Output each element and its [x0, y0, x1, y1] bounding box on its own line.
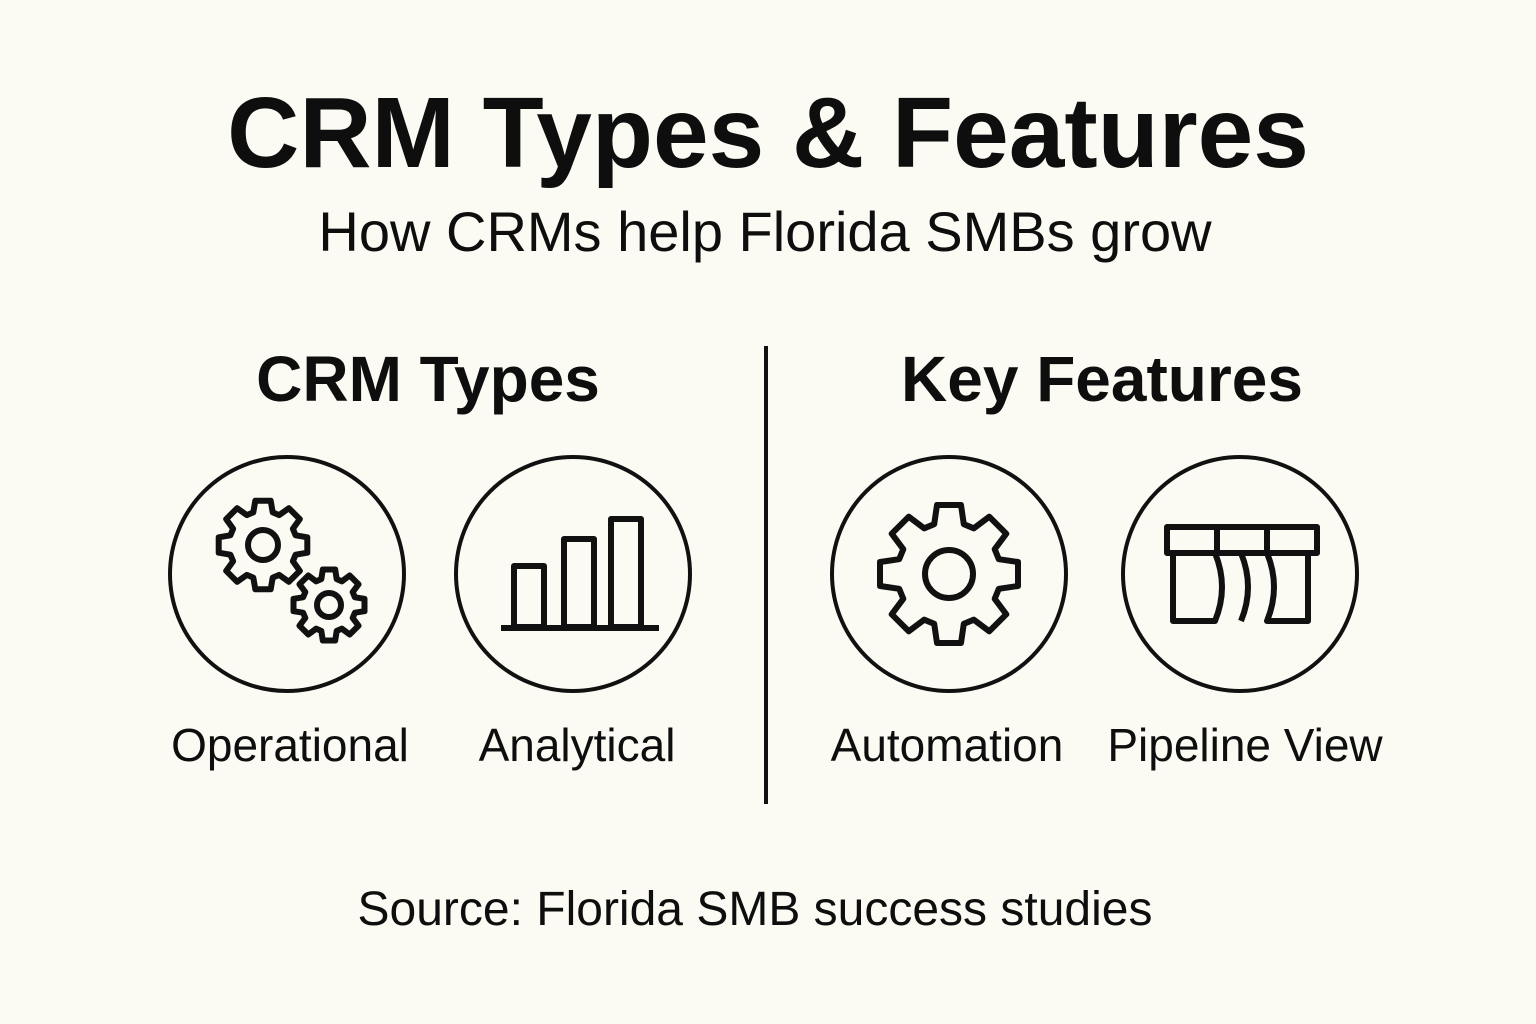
label-automation: Automation	[830, 719, 1064, 771]
page-subtitle: How CRMs help Florida SMBs grow	[318, 200, 1212, 263]
section-heading-crm-types: CRM Types	[256, 343, 600, 415]
operational-icon-circle	[168, 455, 406, 693]
section-heading-key-features: Key Features	[901, 343, 1303, 415]
pipeline-view-icon-circle	[1121, 455, 1359, 693]
section-divider	[764, 346, 768, 804]
bar-chart-icon	[501, 516, 659, 631]
label-pipeline-view: Pipeline View	[1107, 719, 1383, 771]
pipeline-board-icon	[1164, 524, 1320, 624]
source-note: Source: Florida SMB success studies	[357, 883, 1153, 936]
page-title: CRM Types & Features	[227, 77, 1309, 189]
automation-icon-circle	[830, 455, 1068, 693]
gears-icon	[215, 497, 368, 644]
label-operational: Operational	[171, 719, 409, 771]
gear-icon	[877, 502, 1021, 646]
label-analytical: Analytical	[478, 719, 676, 771]
analytical-icon-circle	[454, 455, 692, 693]
